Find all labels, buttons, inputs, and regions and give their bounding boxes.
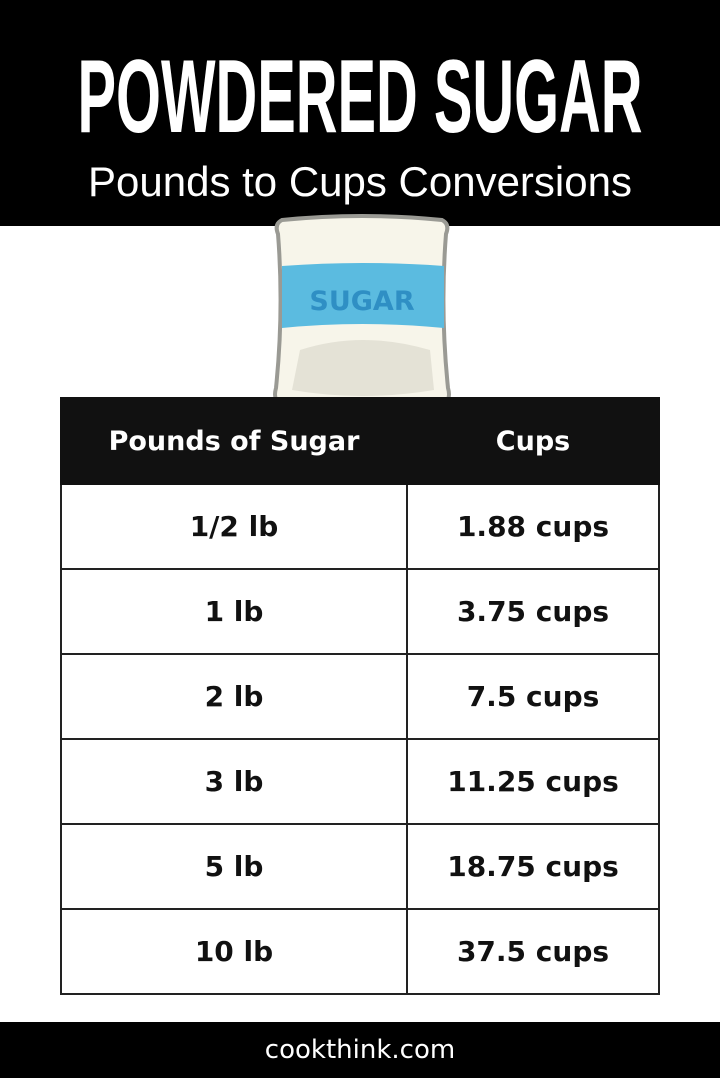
pounds-cell: 5 lb <box>60 823 408 910</box>
cups-cell: 11.25 cups <box>406 738 660 825</box>
column-header-cups: Cups <box>406 397 660 485</box>
table-row: 1/2 lb 1.88 cups <box>60 483 660 570</box>
table-row: 10 lb 37.5 cups <box>60 908 660 995</box>
sugar-bag-icon: SUGAR <box>273 214 451 410</box>
page-subtitle: Pounds to Cups Conversions <box>88 158 632 205</box>
column-header-pounds: Pounds of Sugar <box>60 397 408 485</box>
table-row: 2 lb 7.5 cups <box>60 653 660 740</box>
pounds-cell: 3 lb <box>60 738 408 825</box>
pounds-cell: 2 lb <box>60 653 408 740</box>
page-title-graphic: POWDERED SUGAR <box>78 39 643 150</box>
header-banner: POWDERED SUGAR Pounds to Cups Conversion… <box>0 0 720 226</box>
pounds-cell: 1/2 lb <box>60 483 408 570</box>
cups-cell: 37.5 cups <box>406 908 660 995</box>
pounds-cell: 10 lb <box>60 908 408 995</box>
cups-cell: 18.75 cups <box>406 823 660 910</box>
table-row: 1 lb 3.75 cups <box>60 568 660 655</box>
footer-banner: cookthink.com <box>0 1022 720 1078</box>
cups-cell: 3.75 cups <box>406 568 660 655</box>
site-name: cookthink.com <box>264 1035 456 1065</box>
table-header-row: Pounds of Sugar Cups <box>60 397 660 485</box>
table-row: 5 lb 18.75 cups <box>60 823 660 910</box>
cups-cell: 1.88 cups <box>406 483 660 570</box>
pounds-cell: 1 lb <box>60 568 408 655</box>
conversion-table: Pounds of Sugar Cups 1/2 lb 1.88 cups 1 l… <box>60 397 660 995</box>
bag-label: SUGAR <box>309 286 414 317</box>
table-row: 3 lb 11.25 cups <box>60 738 660 825</box>
page-title: POWDERED SUGAR <box>78 39 643 150</box>
cups-cell: 7.5 cups <box>406 653 660 740</box>
